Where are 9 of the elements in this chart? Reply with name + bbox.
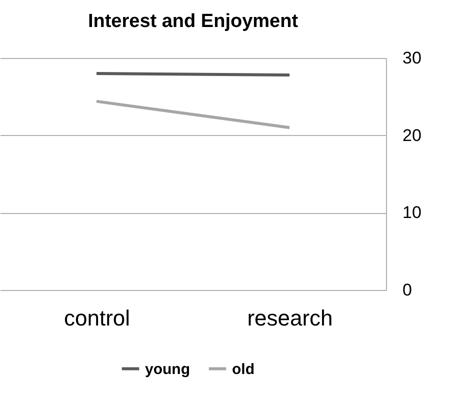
x-tick-label: control bbox=[64, 306, 130, 330]
x-tick-label: research bbox=[247, 306, 333, 330]
y-tick-label: 30 bbox=[402, 48, 422, 68]
chart-title: Interest and Enjoyment bbox=[88, 11, 299, 32]
y-tick-label: 0 bbox=[402, 280, 412, 300]
legend-label: old bbox=[232, 360, 254, 378]
y-tick-label: 20 bbox=[402, 126, 422, 145]
legend-label: young bbox=[145, 360, 190, 378]
y-tick-label: 10 bbox=[402, 203, 422, 222]
